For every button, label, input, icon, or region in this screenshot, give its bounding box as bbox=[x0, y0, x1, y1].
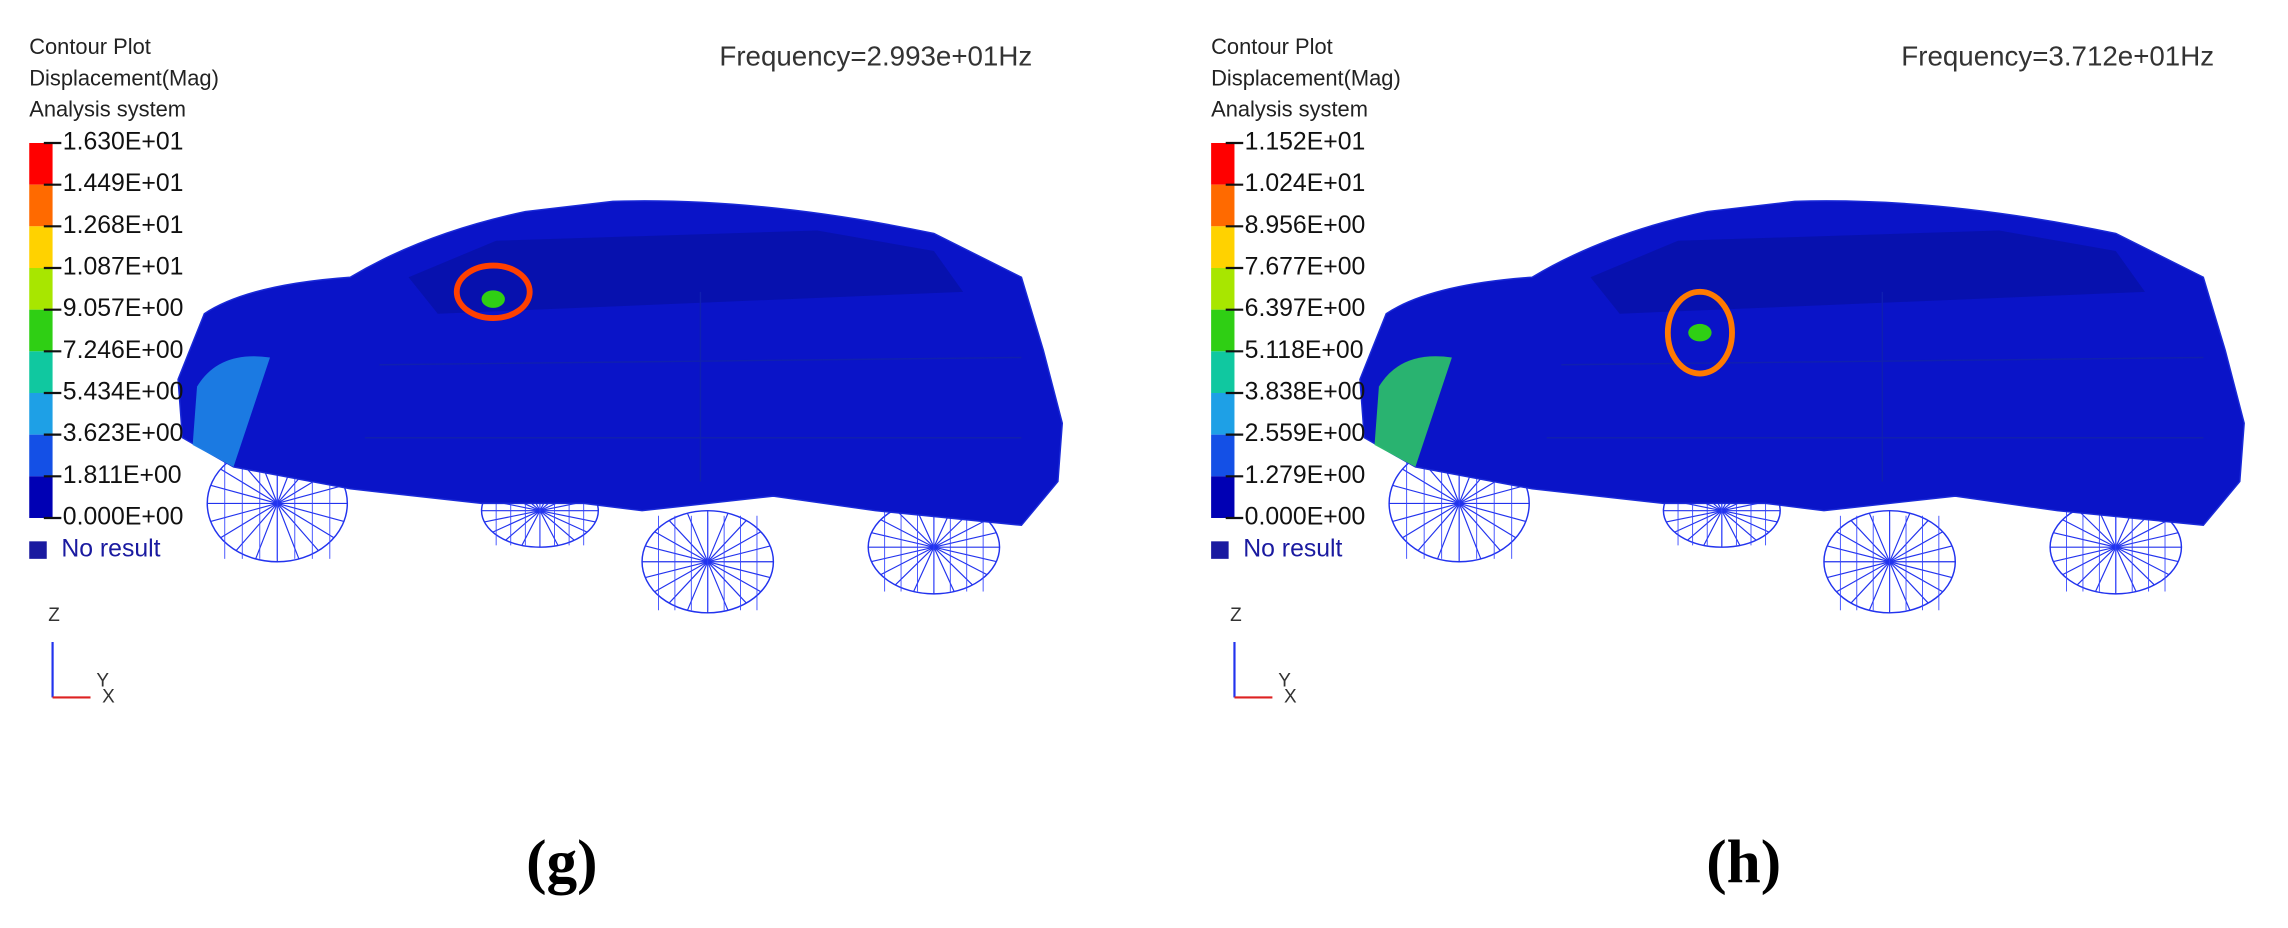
legend-band bbox=[29, 267, 53, 310]
legend-band bbox=[29, 184, 53, 227]
axis-y-label: Y bbox=[1278, 670, 1291, 691]
legend-band bbox=[29, 351, 53, 393]
car-window bbox=[1590, 230, 2145, 314]
legend-label: 3.838E+00 bbox=[1245, 379, 1366, 406]
car-line bbox=[364, 291, 1022, 482]
car-window bbox=[408, 230, 964, 314]
legend-band bbox=[1211, 142, 1235, 185]
car-line bbox=[1546, 291, 2204, 482]
steering-wheel bbox=[453, 262, 533, 322]
legend-label: 0.000E+00 bbox=[1245, 504, 1366, 531]
legend-label: 1.024E+01 bbox=[1245, 170, 1366, 197]
legend-band bbox=[1211, 309, 1235, 352]
legend-label: 9.057E+00 bbox=[63, 295, 184, 322]
legend-label: 5.118E+00 bbox=[1245, 337, 1364, 364]
legend-label: 1.087E+01 bbox=[63, 254, 184, 281]
plot-header: Contour Plot bbox=[1211, 34, 1333, 59]
steering-hub bbox=[1688, 323, 1712, 342]
legend-label: 5.434E+00 bbox=[63, 379, 184, 406]
axis-x-label: X bbox=[1284, 686, 1297, 707]
legend-label: 3.623E+00 bbox=[63, 420, 184, 447]
legend-band bbox=[29, 226, 53, 268]
legend-label: 2.559E+00 bbox=[1245, 420, 1366, 447]
legend-label: 7.677E+00 bbox=[1245, 254, 1366, 281]
legend-label: 1.279E+00 bbox=[1245, 462, 1366, 489]
plot-header: Analysis system bbox=[1211, 97, 1368, 122]
legend-band bbox=[29, 392, 53, 435]
legend-band bbox=[29, 142, 53, 185]
legend-band bbox=[1211, 434, 1235, 477]
steering-wheel bbox=[1664, 288, 1735, 377]
panel: Contour Plot Displacement(Mag) Analysis sy… bbox=[1211, 34, 2245, 896]
legend-band bbox=[29, 476, 53, 518]
plot-header: Analysis system bbox=[29, 97, 186, 122]
legend-label: 6.397E+00 bbox=[1245, 295, 1366, 322]
caption: (h) bbox=[1706, 828, 1781, 896]
legend-band bbox=[1211, 351, 1235, 393]
panel: Contour Plot Displacement(Mag) Analysis sy… bbox=[29, 34, 1064, 896]
no-result-label: No result bbox=[1243, 536, 1342, 563]
legend-band bbox=[1211, 184, 1235, 227]
no-result-label: No result bbox=[61, 536, 160, 563]
frequency-label: Frequency=3.712e+01Hz bbox=[1901, 41, 2214, 72]
legend-label: 1.811E+00 bbox=[63, 462, 182, 489]
legend-label: 7.246E+00 bbox=[63, 337, 184, 364]
legend-label: 8.956E+00 bbox=[1245, 212, 1366, 239]
fender bbox=[1374, 356, 1452, 467]
fender bbox=[192, 356, 270, 467]
plot-header: Contour Plot bbox=[29, 34, 151, 59]
car-model bbox=[1359, 200, 2245, 614]
legend-band bbox=[29, 434, 53, 477]
legend-label: 0.000E+00 bbox=[63, 504, 184, 531]
legend-band bbox=[1211, 476, 1235, 518]
legend-label: 1.630E+01 bbox=[63, 129, 184, 156]
axis-x-label: X bbox=[102, 686, 115, 707]
plot-header: Displacement(Mag) bbox=[29, 65, 219, 90]
legend-band bbox=[1211, 226, 1235, 268]
legend-label: 1.268E+01 bbox=[63, 212, 184, 239]
legend-band bbox=[1211, 392, 1235, 435]
axis-z-label: Z bbox=[1230, 605, 1242, 626]
no-result-swatch bbox=[29, 541, 47, 559]
frequency-label: Frequency=2.993e+01Hz bbox=[719, 41, 1032, 72]
axis-y-label: Y bbox=[96, 670, 109, 691]
axis-z-label: Z bbox=[48, 605, 60, 626]
legend-band bbox=[29, 309, 53, 352]
legend-band bbox=[1211, 267, 1235, 310]
legend-label: 1.449E+01 bbox=[63, 170, 184, 197]
no-result-swatch bbox=[1211, 541, 1229, 559]
car-model bbox=[177, 200, 1064, 614]
legend-label: 1.152E+01 bbox=[1245, 129, 1366, 156]
caption: (g) bbox=[526, 828, 597, 896]
steering-hub bbox=[481, 290, 505, 308]
plot-header: Displacement(Mag) bbox=[1211, 65, 1401, 90]
